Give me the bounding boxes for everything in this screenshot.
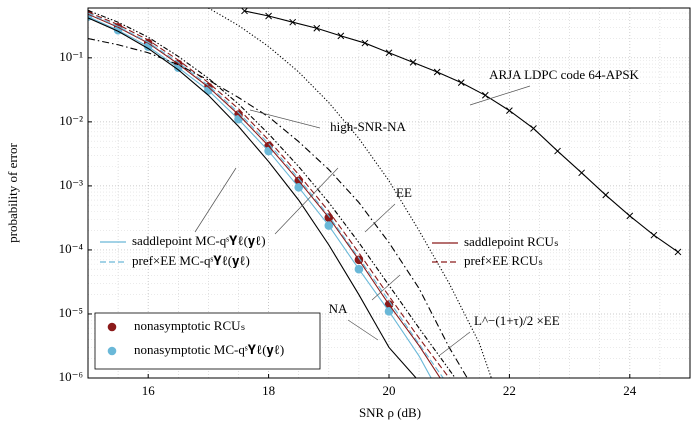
leader-line: [439, 331, 471, 356]
legend-label: saddlepoint RCUₛ: [464, 234, 559, 249]
series-line: [208, 8, 492, 378]
point: [385, 49, 393, 57]
point: [530, 125, 537, 132]
point: [481, 91, 489, 99]
leader-line: [249, 109, 321, 129]
y-tick-label: 10⁻³: [59, 177, 83, 192]
leader-line: [194, 167, 237, 233]
curve-label: high-SNR-NA: [330, 119, 406, 134]
leader-line: [371, 274, 401, 301]
point: [578, 169, 585, 177]
legend-marker: [107, 346, 117, 356]
point: [674, 248, 682, 256]
curve-label: L^−(1+τ)/2 ×EE: [474, 313, 560, 328]
curve-label: EE: [396, 185, 412, 200]
leader-line: [274, 167, 339, 235]
x-tick-label: 22: [503, 383, 516, 398]
y-tick-label: 10⁻⁶: [59, 369, 83, 384]
x-tick-label: 18: [262, 383, 275, 398]
point: [602, 191, 610, 199]
series-line: [88, 13, 441, 378]
leader-line: [347, 319, 379, 341]
point: [313, 24, 321, 32]
legend-label: pref×EE RCUₛ: [464, 253, 543, 268]
y-tick-label: 10⁻¹: [59, 49, 83, 64]
leader-line: [469, 85, 531, 106]
x-tick-label: 24: [623, 383, 637, 398]
legend-marker: [107, 322, 117, 332]
point: [241, 8, 248, 15]
x-axis-label: SNR ρ (dB): [359, 405, 421, 420]
y-tick-label: 10⁻⁵: [59, 305, 83, 320]
legend-label: saddlepoint MC-qˢ𝐘ℓ(𝐲ℓ): [132, 233, 266, 248]
curve-label: NA: [329, 301, 348, 316]
y-tick-label: 10⁻²: [59, 113, 83, 128]
y-axis-label: probability of error: [5, 143, 20, 243]
point: [506, 107, 513, 114]
series-line: [88, 12, 444, 378]
point: [433, 68, 441, 76]
series-line: [88, 9, 456, 378]
x-tick-label: 16: [142, 383, 156, 398]
y-tick-label: 10⁻⁴: [59, 241, 84, 256]
point: [361, 39, 369, 47]
series-line: [88, 11, 450, 378]
point: [409, 58, 417, 66]
point: [265, 12, 272, 20]
legend-box: [94, 312, 321, 370]
legend-label: pref×EE MC-qˢ𝐘ℓ(𝐲ℓ): [132, 253, 250, 268]
series-line: [88, 16, 432, 378]
point: [289, 18, 297, 26]
plot-area: [88, 8, 682, 378]
legend-label: nonasymptotic RCUₛ: [134, 318, 246, 333]
legend-label: nonasymptotic MC-qˢ𝐘ℓ(𝐲ℓ): [134, 342, 284, 357]
leader-line: [364, 203, 396, 233]
point: [554, 147, 561, 155]
plot-frame: [87, 7, 691, 379]
curve-label: ARJA LDPC code 64-APSK: [489, 67, 639, 82]
point: [337, 32, 345, 40]
point: [626, 212, 634, 220]
series-line: [88, 17, 417, 378]
series-line: [88, 38, 468, 378]
point: [650, 231, 658, 239]
x-tick-label: 20: [383, 383, 396, 398]
point: [457, 79, 465, 86]
